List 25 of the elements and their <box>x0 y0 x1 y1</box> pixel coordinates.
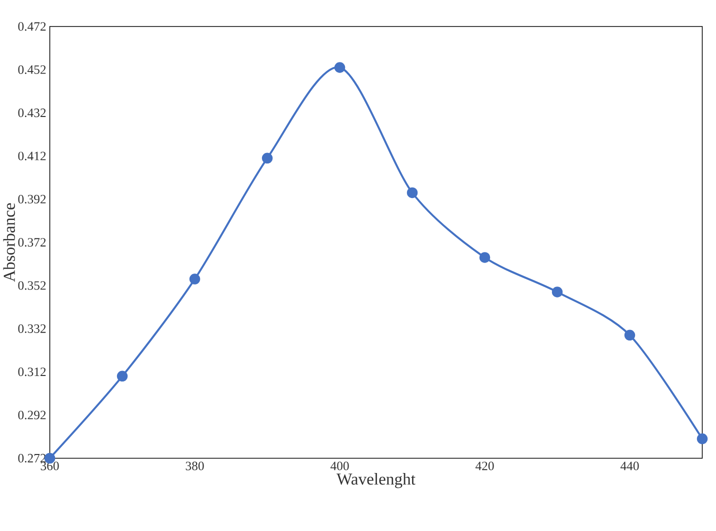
x-tick-label: 420 <box>475 462 494 470</box>
y-tick-label: 0.472 <box>18 22 46 31</box>
y-tick-label: 0.292 <box>18 410 46 420</box>
point <box>406 187 418 198</box>
y-tick-label: 0.412 <box>18 152 46 160</box>
point <box>696 433 708 444</box>
y-tick-label: 0.372 <box>18 238 46 247</box>
point <box>624 330 636 341</box>
y-tick-label: 0.332 <box>18 324 46 334</box>
point <box>262 152 273 164</box>
x-tick-label: 380 <box>186 462 204 470</box>
y-tick-label: 0.352 <box>18 281 46 290</box>
point <box>334 62 346 73</box>
y-axis-title: Absorbance <box>3 203 15 282</box>
y-tick-label: 0.312 <box>18 368 46 376</box>
point <box>479 252 490 263</box>
y-tick-label: 0.452 <box>18 65 46 74</box>
y-tick-label: 0.432 <box>18 108 46 118</box>
point <box>116 370 128 382</box>
x-tick-label: 440 <box>620 462 639 470</box>
x-axis-title: Wavelenght <box>336 473 416 488</box>
point <box>552 286 563 298</box>
x-tick-label: 400 <box>330 462 349 470</box>
y-tick-label: 0.392 <box>18 194 46 204</box>
point <box>189 274 200 285</box>
